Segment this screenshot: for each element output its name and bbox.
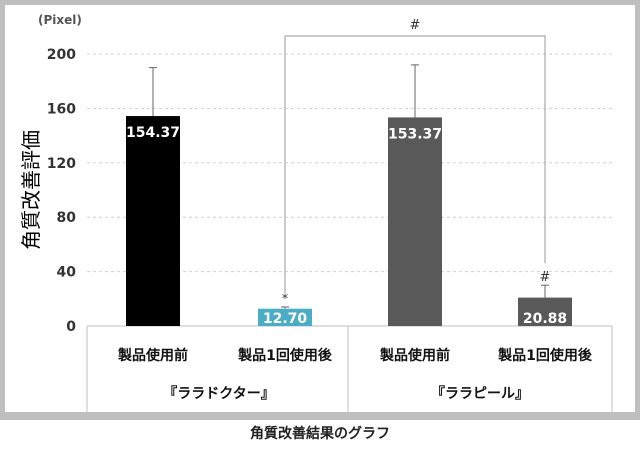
- chart-border: [0, 0, 640, 420]
- y-axis-title: 角質改善評価: [19, 130, 43, 250]
- bar: [388, 117, 442, 326]
- group-label: 『ララドクター』: [163, 385, 274, 402]
- value-labels: 154.37 12.70 * 153.37 20.88 #: [126, 125, 567, 327]
- y-tick-label: 40: [57, 265, 77, 281]
- y-tick-label: 0: [66, 319, 76, 335]
- significance-bracket: #: [284, 18, 546, 295]
- category-labels: 製品使用前 製品1回使用後 製品使用前 製品1回使用後『ララドクター』 『ララピール』: [86, 326, 613, 412]
- data-label: 154.37: [126, 125, 180, 141]
- y-tick-label: 160: [47, 101, 76, 117]
- data-label: 20.88: [523, 311, 567, 327]
- bracket-label: #: [410, 18, 421, 33]
- bar: [518, 297, 572, 326]
- group-label: 『ララピール』: [431, 385, 529, 402]
- category-label: 製品使用前: [379, 347, 450, 364]
- data-label: 153.37: [388, 126, 442, 142]
- category-label: 製品使用前: [117, 347, 188, 364]
- figure-caption: 角質改善結果のグラフ: [250, 426, 390, 442]
- y-tick-label: 80: [57, 210, 77, 226]
- data-label: 12.70: [263, 311, 308, 327]
- y-tick-labels: 0 40 80 120 160 200: [47, 47, 76, 335]
- category-label: 製品1回使用後: [497, 347, 593, 364]
- category-label: 製品1回使用後: [237, 347, 333, 364]
- significance-marker: *: [282, 292, 289, 307]
- error-bars: [149, 64, 549, 309]
- y-unit-label: (Pixel): [38, 13, 82, 27]
- bar: [258, 308, 312, 326]
- y-tick-label: 200: [47, 47, 76, 63]
- y-tick-label: 120: [47, 156, 76, 172]
- significance-marker: #: [540, 270, 551, 285]
- bracket-line: [284, 35, 546, 295]
- bars: [126, 116, 572, 327]
- bar: [126, 116, 180, 327]
